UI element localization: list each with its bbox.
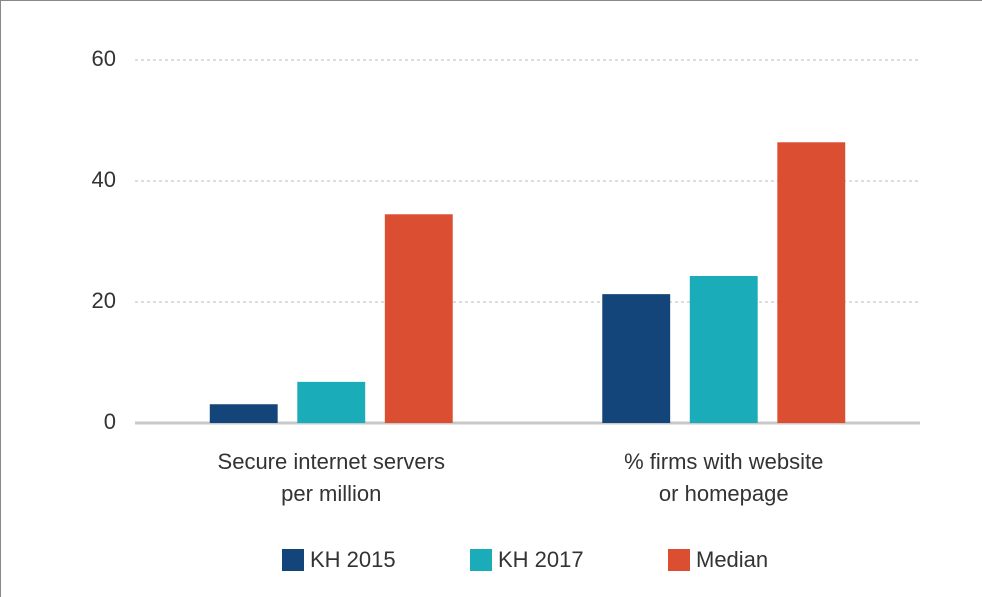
legend-swatch <box>470 549 492 571</box>
legend-label: Median <box>696 547 768 572</box>
legend-label: KH 2017 <box>498 547 584 572</box>
y-tick-label: 20 <box>92 288 116 313</box>
y-tick-label: 40 <box>92 167 116 192</box>
bar <box>209 404 278 423</box>
y-tick-label: 60 <box>92 46 116 71</box>
legend-label: KH 2015 <box>310 547 396 572</box>
y-tick-label: 0 <box>104 409 116 434</box>
x-tick-label: Secure internet servers per million <box>217 449 445 506</box>
x-tick-label: % firms with website or homepage <box>624 449 824 506</box>
bar <box>384 214 453 423</box>
bar <box>297 381 366 423</box>
bar <box>777 142 846 423</box>
legend-swatch <box>282 549 304 571</box>
legend-swatch <box>668 549 690 571</box>
bar <box>689 275 758 423</box>
bar <box>602 294 671 423</box>
